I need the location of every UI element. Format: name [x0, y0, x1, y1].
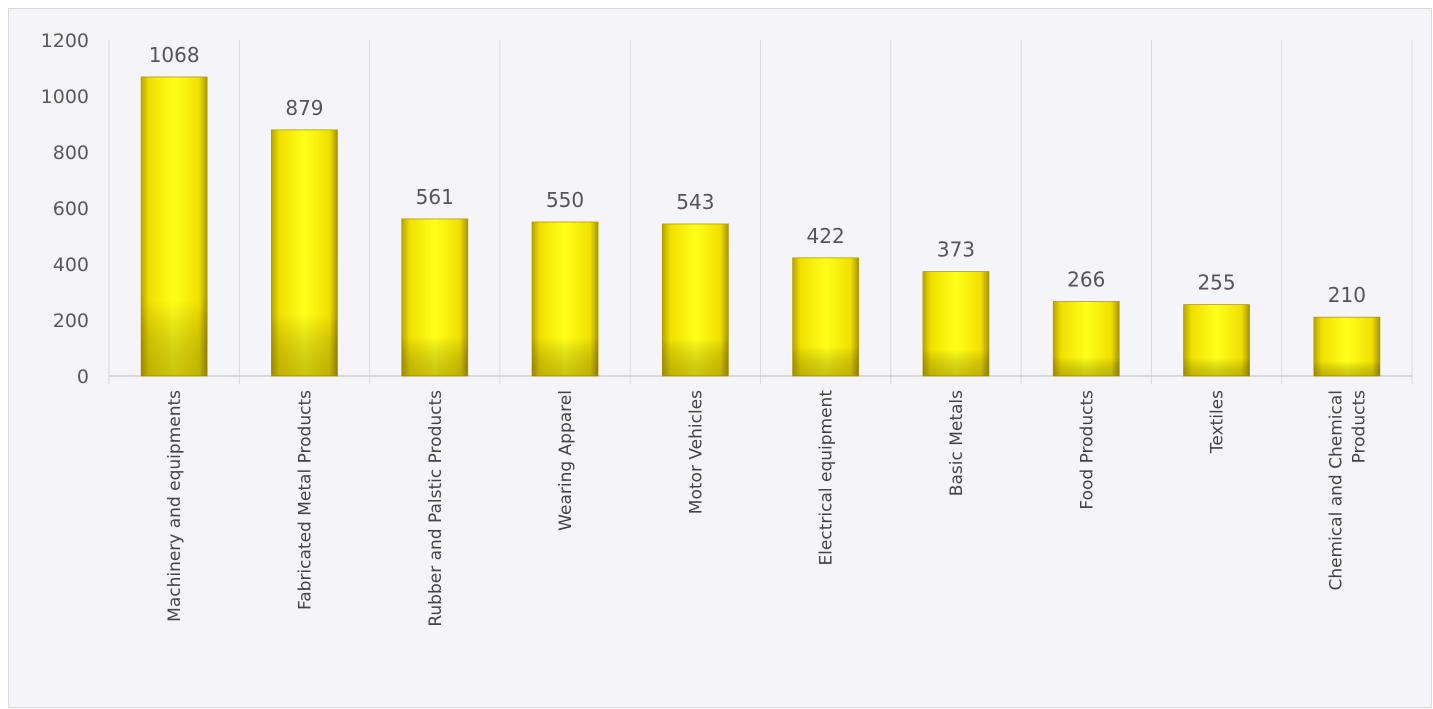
bar-shade	[271, 129, 338, 376]
bar-shade	[401, 218, 468, 376]
data-label: 1068	[149, 43, 200, 67]
category-label: Textiles	[1208, 390, 1228, 454]
category-label: Motor Vehicles	[686, 390, 706, 514]
bar-shade	[922, 271, 989, 376]
data-label: 543	[676, 190, 714, 214]
bar-shade	[1313, 317, 1380, 376]
bar-shade	[141, 76, 208, 377]
category-label: Chemical and Chemical	[1326, 390, 1346, 591]
bar-shade	[662, 223, 729, 376]
bar-shade	[1053, 301, 1120, 376]
category-label: Products	[1349, 390, 1369, 464]
category-label: Fabricated Metal Products	[295, 390, 315, 610]
category-label: Wearing Apparel	[556, 390, 576, 531]
data-label: 266	[1067, 268, 1105, 292]
y-tick-label: 400	[53, 254, 89, 276]
y-tick-label: 1200	[41, 30, 89, 52]
bars	[140, 76, 1381, 377]
category-label: Electrical equipment	[817, 390, 837, 566]
category-label: Rubber and Palstic Products	[426, 390, 446, 627]
data-label: 373	[937, 238, 975, 262]
data-labels: 1068 879 561 550 543 422 373 266 255 210	[149, 43, 1366, 307]
data-label: 255	[1197, 271, 1235, 295]
y-axis-ticks: 0 200 400 600 800 1000 1200	[41, 30, 89, 388]
y-tick-label: 1000	[41, 86, 89, 108]
bar-shade	[792, 257, 859, 376]
category-label: Machinery and equipments	[165, 390, 185, 622]
data-label: 422	[807, 224, 845, 248]
data-label: 550	[546, 188, 584, 212]
grid-lines	[108, 40, 1413, 384]
bar-shade	[1183, 304, 1250, 376]
x-axis-categories: Machinery and equipments Fabricated Metal…	[165, 390, 1369, 627]
y-tick-label: 200	[53, 310, 89, 332]
data-label: 210	[1328, 283, 1366, 307]
y-tick-label: 600	[53, 198, 89, 220]
y-tick-label: 0	[77, 366, 89, 388]
data-label: 879	[285, 96, 323, 120]
data-label: 561	[416, 185, 454, 209]
category-label: Basic Metals	[947, 390, 967, 496]
category-label: Food Products	[1077, 390, 1097, 510]
bar-shade	[532, 222, 599, 376]
y-tick-label: 800	[53, 142, 89, 164]
